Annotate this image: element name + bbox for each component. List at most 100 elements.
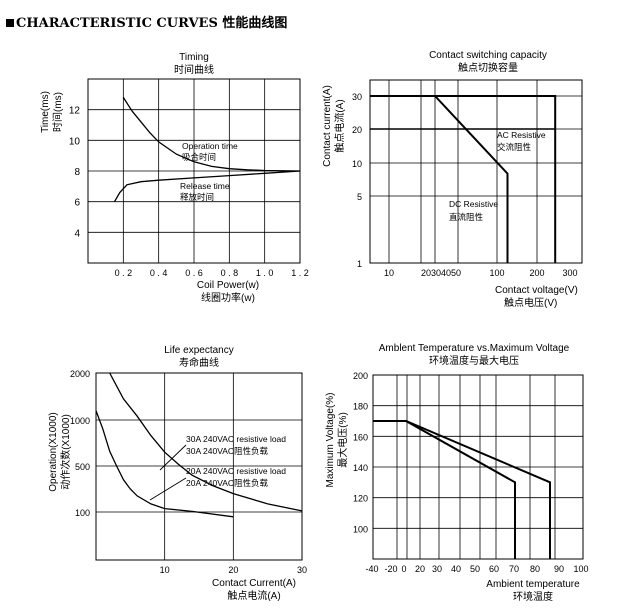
square-bullet-icon <box>6 19 14 27</box>
x-tick-label: 60 <box>489 564 499 574</box>
x-tick-label: -40 <box>365 564 378 574</box>
series-label: DC Resistive <box>449 199 498 209</box>
y-tick-label: 20 <box>352 125 362 135</box>
y-tick-label: 180 <box>353 402 368 412</box>
x-tick-label: 90 <box>554 564 564 574</box>
x-tick-label: 20 <box>228 565 238 575</box>
y-axis-label-cn: 动作次数(X1000) <box>59 414 72 490</box>
leader-line <box>149 477 187 501</box>
x-tick-label: 300 <box>562 268 577 278</box>
x-tick-label: 100 <box>573 564 588 574</box>
x-axis-label: Ambient temperature <box>486 579 580 590</box>
y-tick-label: 12 <box>69 106 81 117</box>
y-tick-label: 140 <box>353 463 368 473</box>
section-header: CHARACTERISTIC CURVES 性能曲线图 <box>6 12 287 31</box>
y-axis-label: Operation(X1000) <box>48 412 59 492</box>
x-tick-label: 100 <box>489 268 504 278</box>
series-label-cn: 20A 240VAC阻性负载 <box>186 478 269 488</box>
y-axis-label-cn: 时间(ms) <box>51 92 64 132</box>
ambient-temperature-chart: Amblent Temperature vs.Maximum Voltage环境… <box>325 343 589 603</box>
x-tick-label: 40 <box>451 564 461 574</box>
x-tick-label: 200 <box>529 268 544 278</box>
y-tick-label: 10 <box>69 136 81 147</box>
series-label-cn: 交流阻性 <box>497 142 532 152</box>
x-axis-label-cn: 环境温度 <box>513 590 553 603</box>
y-tick-label: 200 <box>353 371 368 381</box>
y-tick-label: 6 <box>74 198 80 209</box>
x-tick-label: 0 . 4 <box>150 268 168 278</box>
x-tick-label: 20 <box>415 564 425 574</box>
y-axis-label-cn: 最大电压(%) <box>336 412 349 468</box>
y-tick-label: 4 <box>74 228 80 239</box>
chart-title-cn: 环境温度与最大电压 <box>429 354 519 367</box>
x-tick-label: 30 <box>297 565 307 575</box>
life-30a-curve <box>109 372 303 512</box>
ac-resistive-curve <box>370 95 557 263</box>
series-label: Operation time <box>182 141 238 151</box>
y-tick-label: 8 <box>74 167 80 178</box>
y-axis-label-cn: 触点电流(A) <box>333 99 346 152</box>
x-tick-label: 20304050 <box>421 268 461 278</box>
chart-title: Contact switching capacity <box>429 50 547 61</box>
y-axis-label: Contact current(A) <box>322 85 333 167</box>
section-title: CHARACTERISTIC CURVES 性能曲线图 <box>16 16 288 31</box>
y-tick-label: 30 <box>352 92 362 102</box>
x-axis-label-cn: 触点电压(V) <box>504 296 557 309</box>
series-label: 30A 240VAC resistive load <box>186 434 286 444</box>
dc-resistive-curve <box>370 95 509 263</box>
release-time-curve <box>113 170 301 203</box>
series-label-cn: 直流阻性 <box>449 212 484 222</box>
chart-title: Life expectancy <box>164 345 234 356</box>
y-axis-label: Time(ms) <box>40 91 51 133</box>
plot-frame <box>95 372 303 561</box>
y-tick-label: 100 <box>75 508 90 518</box>
y-tick-label: 160 <box>353 432 368 442</box>
plot-frame <box>372 374 584 560</box>
series-label-cn: 释放时间 <box>180 192 214 202</box>
x-tick-label: 80 <box>530 564 540 574</box>
x-tick-label: 0 <box>401 564 406 574</box>
leader-line <box>159 444 187 471</box>
y-tick-label: 10 <box>352 159 362 169</box>
series-label: AC Resistive <box>497 130 546 140</box>
y-tick-label: 1000 <box>70 416 90 426</box>
y-axis-label: Maximum Voltage(%) <box>325 392 336 487</box>
y-tick-label: 100 <box>353 524 368 534</box>
chart-title-cn: 寿命曲线 <box>179 356 219 369</box>
x-tick-label: 10 <box>160 565 170 575</box>
switching-capacity-chart: Contact switching capacity触点切换容量15102030… <box>322 50 583 309</box>
series-label-cn: 30A 240VAC阻性负载 <box>186 446 269 456</box>
x-axis-label: Coil Power(w) <box>197 280 259 291</box>
operation-time-curve <box>122 97 301 172</box>
plot-frame <box>369 79 583 264</box>
x-tick-label: 1 . 2 <box>291 268 309 278</box>
x-axis-label: Contact voltage(V) <box>495 285 578 296</box>
series-label: Release time <box>180 181 230 191</box>
max-voltage-curve-a <box>373 420 516 559</box>
y-tick-label: 500 <box>75 462 90 472</box>
y-tick-label: 2000 <box>70 369 90 379</box>
x-tick-label: 0 . 8 <box>221 268 239 278</box>
x-axis-label-cn: 线圈功率(w) <box>201 291 255 304</box>
x-tick-label: 10 <box>384 268 394 278</box>
life-20a-curve <box>95 410 234 518</box>
chart-title: Amblent Temperature vs.Maximum Voltage <box>379 343 570 354</box>
x-tick-label: 50 <box>470 564 480 574</box>
x-axis-label: Contact Current(A) <box>212 578 296 589</box>
x-tick-label: 30 <box>432 564 442 574</box>
y-tick-label: 5 <box>357 192 362 202</box>
x-tick-label: 1 . 0 <box>256 268 274 278</box>
y-tick-label: 120 <box>353 494 368 504</box>
chart-title-cn: 触点切换容量 <box>458 61 518 74</box>
y-tick-label: 1 <box>357 259 362 269</box>
x-tick-label: 0 . 6 <box>185 268 203 278</box>
series-label-cn: 吸合时间 <box>182 152 216 162</box>
series-label: 20A 240VAC resistive load <box>186 466 286 476</box>
x-axis-label-cn: 触点电流(A) <box>227 589 280 602</box>
x-tick-label: 70 <box>509 564 519 574</box>
chart-title-cn: 时间曲线 <box>174 63 214 76</box>
max-voltage-curve-b <box>373 420 551 559</box>
